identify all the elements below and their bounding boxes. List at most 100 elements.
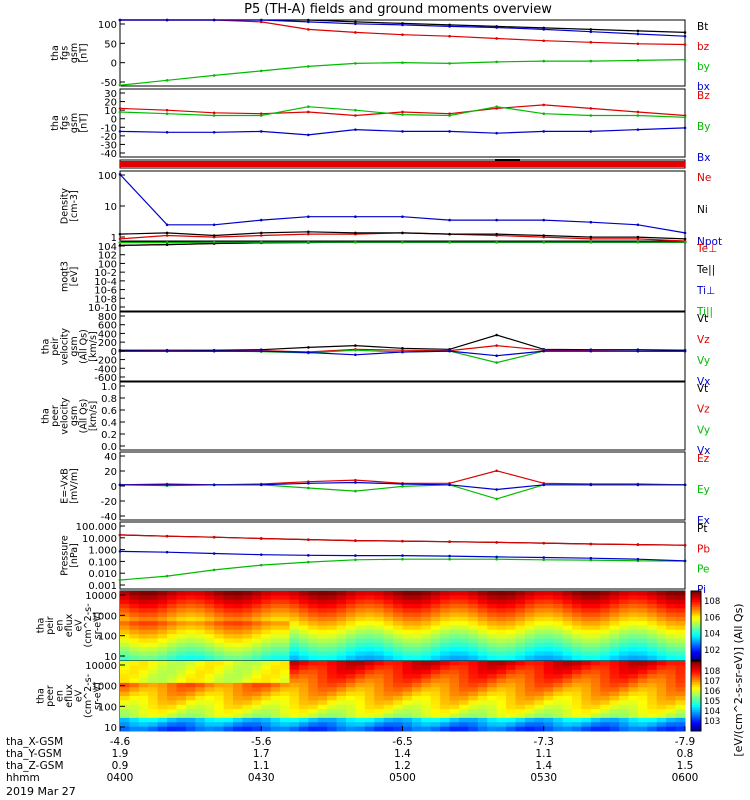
spectrogram-cell — [430, 722, 441, 728]
spectrogram-cell — [534, 625, 545, 631]
spectrogram-cell — [411, 612, 422, 618]
spectrogram-cell — [430, 621, 441, 626]
spectrogram-cell — [459, 704, 469, 710]
colorbar-swatch — [691, 637, 701, 640]
spectrogram-cell — [572, 713, 582, 719]
colorbar-swatch — [691, 604, 701, 608]
point-fgs_detrended-bz — [118, 107, 122, 110]
spectrogram-cell — [487, 647, 498, 652]
spectrogram-cell — [562, 704, 573, 710]
x-tick-label: 0.8 — [677, 748, 694, 760]
spectrogram-cell — [270, 696, 281, 701]
spectrogram-cell — [280, 669, 290, 675]
spectrogram-cell — [129, 591, 140, 596]
spectrogram-cell — [468, 709, 479, 714]
y-axis-label: Density — [59, 188, 70, 224]
spectrogram-cell — [506, 634, 516, 639]
spectrogram-cell — [167, 678, 177, 684]
spectrogram-cell — [600, 595, 611, 601]
spectrogram-cell — [374, 625, 385, 631]
spectrogram-cell — [656, 674, 667, 679]
y-axis-label: [eV] — [69, 267, 80, 287]
spectrogram-cell — [355, 700, 366, 706]
spectrogram-cell — [120, 669, 130, 675]
spectrogram-cell — [233, 674, 243, 679]
spectrogram-cell — [449, 661, 460, 666]
spectrogram-cell — [120, 661, 130, 666]
spectrogram-cell — [647, 726, 658, 732]
spectrogram-cell — [619, 665, 629, 671]
spectrogram-cell — [270, 661, 281, 666]
spectrogram-cell — [270, 709, 281, 714]
spectrogram-cell — [619, 669, 629, 675]
point-fgs_gsm-by — [118, 83, 122, 87]
spectrogram-cell — [666, 700, 677, 706]
spectrogram-cell — [506, 625, 516, 631]
spectrogram-cell — [138, 638, 149, 644]
spectrogram-cell — [430, 687, 441, 693]
spectrogram-cell — [176, 709, 187, 714]
point-density-npot — [354, 215, 357, 219]
spectrogram-cell — [233, 621, 243, 626]
spectrogram-cell — [647, 599, 658, 605]
spectrogram-cell — [666, 696, 677, 701]
point-efield-ex — [118, 483, 122, 487]
spectrogram-cell — [261, 678, 272, 684]
spectrogram-cell — [430, 651, 441, 657]
spectrogram-cell — [637, 655, 648, 661]
spectrogram-cell — [336, 669, 347, 675]
spectrogram-cell — [553, 638, 564, 644]
spectrogram-cell — [440, 709, 451, 714]
spectrogram-cell — [609, 591, 620, 596]
spectrogram-cell — [628, 661, 639, 666]
spectrogram-cell — [656, 717, 667, 723]
spectrogram-cell — [242, 726, 253, 732]
spectrogram-cell — [411, 669, 422, 675]
spectrogram-cell — [242, 595, 253, 601]
spectrogram-cell — [534, 709, 545, 714]
spectrogram-cell — [157, 682, 168, 688]
spectrogram-cell — [506, 661, 516, 666]
spectrogram-cell — [637, 691, 648, 697]
spectrogram-cell — [214, 634, 225, 639]
spectrogram-cell — [590, 608, 601, 614]
spectrogram-cell — [157, 713, 168, 719]
spectrogram-cell — [590, 713, 601, 719]
spectrogram-cell — [421, 717, 432, 723]
point-density-npot — [495, 218, 498, 222]
spectrogram-cell — [204, 717, 215, 723]
spectrogram-cell — [440, 616, 451, 622]
point-fgs_gsm-bt — [589, 28, 593, 31]
spectrogram-cell — [214, 713, 225, 719]
spectrogram-cell — [477, 661, 488, 666]
spectrogram-cell — [421, 678, 432, 684]
point-fgs_detrended-bx — [542, 130, 546, 133]
spectrogram-cell — [411, 603, 422, 609]
spectrogram-cell — [600, 655, 611, 661]
spectrogram-cell — [383, 625, 394, 631]
spectrogram-cell — [430, 713, 441, 719]
spectrogram-cell — [270, 726, 281, 732]
spectrogram-cell — [261, 612, 272, 618]
colorbar-swatch — [691, 641, 701, 645]
spectrogram-cell — [383, 700, 394, 706]
spectrogram-cell — [289, 608, 300, 614]
spectrogram-cell — [270, 700, 281, 706]
spectrogram-cell — [374, 669, 385, 675]
spectrogram-cell — [581, 621, 592, 626]
spectrogram-cell — [317, 591, 328, 596]
spectrogram-cell — [233, 717, 243, 723]
spectrogram-cell — [167, 642, 177, 648]
spectrogram-cell — [496, 647, 507, 652]
spectrogram-cell — [572, 616, 582, 622]
spectrogram-cell — [120, 713, 130, 719]
spectrogram-cell — [308, 616, 319, 622]
spectrogram-cell — [176, 661, 187, 666]
spectrogram-cell — [233, 655, 243, 661]
spectrogram-cell — [346, 691, 356, 697]
spectrogram-cell — [129, 726, 140, 732]
spectrogram-cell — [138, 709, 149, 714]
spectrogram-cell — [496, 709, 507, 714]
spectrogram-cell — [430, 696, 441, 701]
spectrogram-cell — [600, 638, 611, 644]
